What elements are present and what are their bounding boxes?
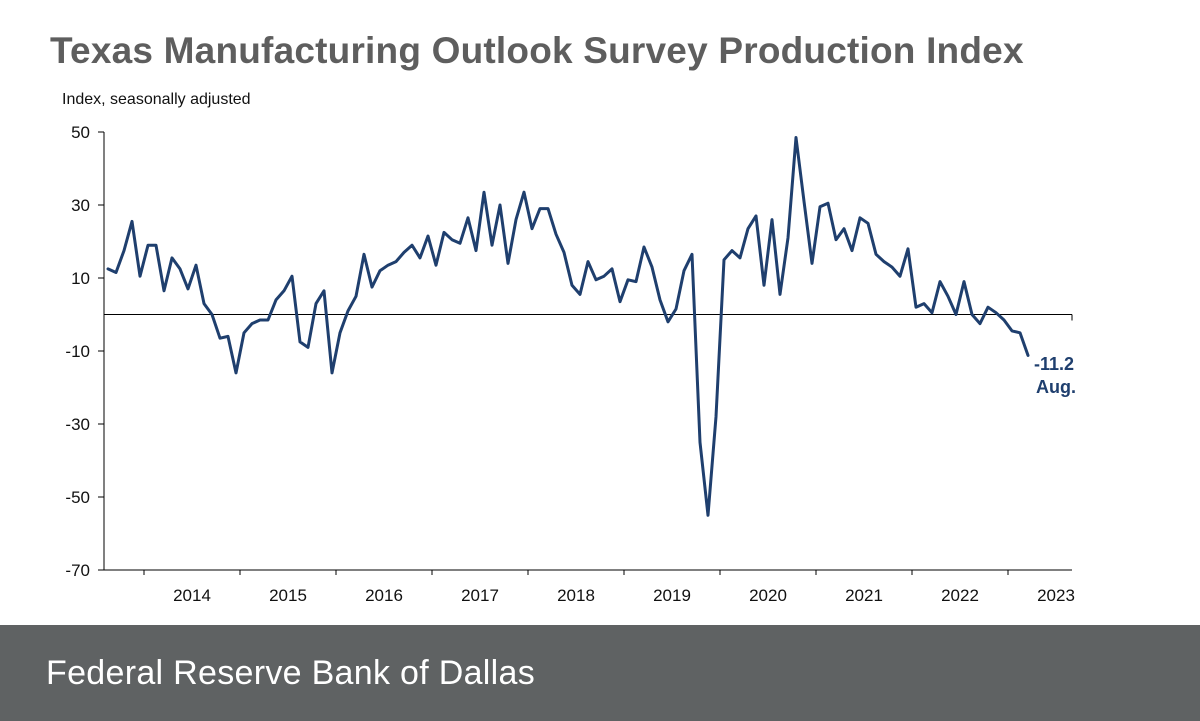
x-tick-label: 2014 [173, 586, 211, 605]
y-tick-label: -50 [65, 488, 90, 507]
y-tick-label: 50 [71, 123, 90, 142]
footer-org-name: Federal Reserve Bank of Dallas [46, 654, 536, 692]
x-tick-label: 2022 [941, 586, 979, 605]
chart-title: Texas Manufacturing Outlook Survey Produ… [50, 30, 1024, 71]
line-chart: 50 30 10 -10 -30 -50 -70 2014 2015 2016 2017 2018 20… [65, 123, 1076, 605]
y-tick-label: 30 [71, 196, 90, 215]
latest-month-label: Aug. [1036, 377, 1076, 397]
y-tick-label: -10 [65, 342, 90, 361]
x-tick-label: 2019 [653, 586, 691, 605]
y-tick-label: 10 [71, 269, 90, 288]
footer-bar: Federal Reserve Bank of Dallas [0, 625, 1200, 721]
x-tick-label: 2015 [269, 586, 307, 605]
y-tick-label: -30 [65, 415, 90, 434]
x-tick-label: 2018 [557, 586, 595, 605]
y-axis-unit-label: Index, seasonally adjusted [62, 91, 251, 108]
x-tick-label: 2016 [365, 586, 403, 605]
x-tick-label: 2023 [1037, 586, 1075, 605]
y-tick-label: -70 [65, 561, 90, 580]
x-tick-label: 2017 [461, 586, 499, 605]
latest-value-label: -11.2 [1034, 354, 1074, 374]
x-tick-label: 2020 [749, 586, 787, 605]
x-tick-label: 2021 [845, 586, 883, 605]
production-index-line [106, 136, 1030, 517]
